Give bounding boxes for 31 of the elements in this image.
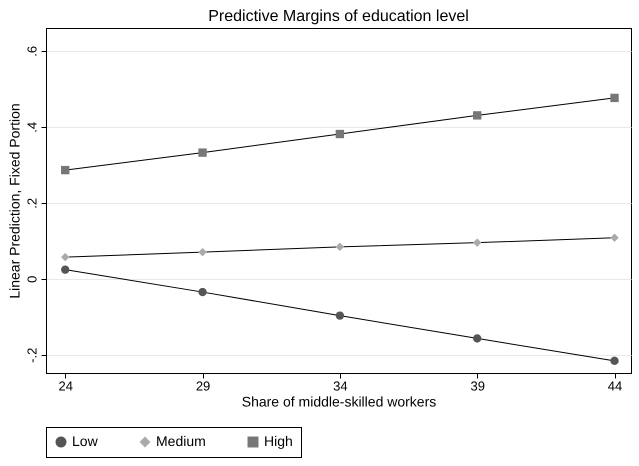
point	[336, 242, 344, 252]
x-axis-title: Share of middle-skilled workers	[242, 394, 436, 410]
y-tick-label: 0	[24, 276, 40, 283]
point	[61, 252, 70, 262]
point	[336, 130, 344, 138]
point	[198, 148, 207, 157]
y-axis-title: Linear Prediction, Fixed Portion	[6, 103, 22, 299]
point	[610, 234, 619, 242]
point	[61, 265, 70, 274]
chart-title: Predictive Margins of education level	[208, 8, 469, 25]
point	[473, 238, 482, 247]
x-tick-label: 29	[196, 378, 210, 394]
point	[473, 334, 482, 343]
point	[610, 356, 619, 366]
y-tick-label: .4	[24, 122, 40, 133]
x-tick-label: 44	[608, 378, 622, 394]
x-tick-label: 24	[58, 378, 73, 394]
point	[198, 288, 207, 296]
y-tick-label: .2	[24, 198, 40, 209]
point	[336, 311, 344, 320]
legend-label: Low	[72, 433, 99, 449]
y-tick-label: -.2	[24, 348, 40, 363]
point	[610, 94, 619, 102]
point	[198, 248, 207, 256]
x-tick-label: 39	[470, 378, 485, 394]
point	[61, 166, 70, 174]
point	[473, 111, 482, 120]
y-tick-label: .6	[24, 46, 40, 57]
legend-label: High	[264, 433, 293, 449]
legend-label: Medium	[156, 433, 206, 449]
x-tick-label: 34	[333, 378, 348, 394]
